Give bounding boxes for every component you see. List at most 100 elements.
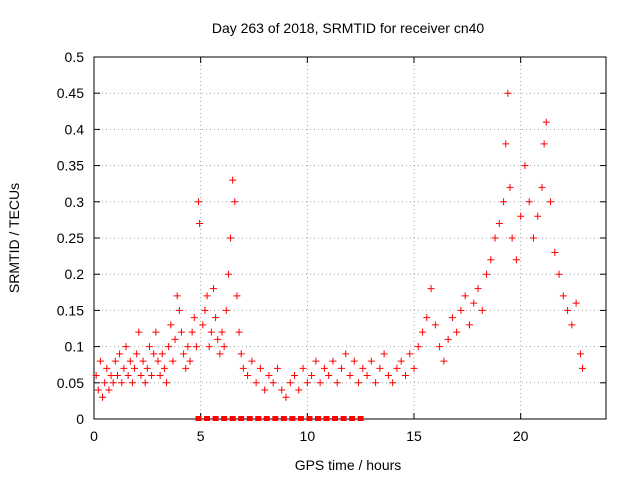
data-point (156, 372, 164, 380)
grid (94, 57, 606, 419)
data-point (461, 292, 469, 300)
data-point (150, 350, 158, 358)
data-point (440, 357, 448, 365)
x-tick-label: 20 (513, 428, 529, 444)
data-point (227, 234, 235, 242)
data-point (141, 379, 149, 387)
data-point (165, 343, 173, 351)
data-point (135, 328, 143, 336)
data-point (282, 393, 290, 401)
data-point (148, 372, 156, 380)
data-point (239, 364, 247, 372)
data-point (214, 335, 222, 343)
data-point (521, 162, 529, 170)
data-point (525, 198, 533, 206)
data-point (139, 357, 147, 365)
data-point (502, 140, 510, 148)
data-point (367, 357, 375, 365)
zero-point (229, 416, 236, 421)
data-point (538, 183, 546, 191)
data-point (118, 379, 126, 387)
data-point (158, 350, 166, 358)
data-point (333, 379, 341, 387)
zero-point (332, 416, 339, 421)
data-point (508, 234, 516, 242)
data-point (107, 372, 115, 380)
data-point (372, 379, 380, 387)
y-axis-label: SRMTID / TECUs (6, 183, 22, 293)
data-point (303, 379, 311, 387)
zero-point (221, 416, 228, 421)
zero-point (238, 416, 245, 421)
data-point (393, 364, 401, 372)
data-point (173, 292, 181, 300)
data-point (576, 350, 584, 358)
data-point (273, 364, 281, 372)
data-point (342, 350, 350, 358)
x-tick-label: 0 (90, 428, 98, 444)
data-point (320, 364, 328, 372)
data-point (145, 343, 153, 351)
data-point (278, 386, 286, 394)
data-point (120, 364, 128, 372)
data-point (474, 285, 482, 293)
data-point (224, 270, 232, 278)
data-points (92, 89, 587, 421)
data-point (113, 372, 121, 380)
data-point (389, 379, 397, 387)
data-point (419, 328, 427, 336)
zero-point (357, 416, 364, 421)
y-tick-label: 0 (76, 411, 84, 427)
data-point (308, 372, 316, 380)
data-point (195, 198, 203, 206)
zero-point (280, 416, 287, 421)
data-point (205, 343, 213, 351)
data-point (540, 140, 548, 148)
data-point (163, 379, 171, 387)
zero-point (255, 416, 262, 421)
data-point (337, 364, 345, 372)
data-point (470, 299, 478, 307)
data-point (495, 220, 503, 228)
data-point (92, 372, 100, 380)
data-point (414, 343, 422, 351)
data-point (192, 343, 200, 351)
data-point (244, 372, 252, 380)
data-point (453, 328, 461, 336)
data-point (359, 364, 367, 372)
data-point (237, 350, 245, 358)
data-point (184, 343, 192, 351)
data-point (478, 306, 486, 314)
zero-point (323, 416, 330, 421)
data-point (105, 386, 113, 394)
data-point (483, 270, 491, 278)
data-point (220, 343, 228, 351)
data-point (103, 364, 111, 372)
data-point (291, 372, 299, 380)
data-point (190, 314, 198, 322)
zero-point (272, 416, 279, 421)
data-point (500, 198, 508, 206)
zero-point (212, 416, 219, 421)
data-point (222, 306, 230, 314)
chart-title: Day 263 of 2018, SRMTID for receiver cn4… (212, 20, 485, 36)
data-point (529, 234, 537, 242)
data-point (384, 372, 392, 380)
data-point (177, 328, 185, 336)
data-point (199, 321, 207, 329)
data-point (427, 285, 435, 293)
data-point (186, 357, 194, 365)
x-tick-label: 10 (300, 428, 316, 444)
data-point (248, 357, 256, 365)
data-point (506, 183, 514, 191)
data-point (160, 364, 168, 372)
data-point (355, 379, 363, 387)
data-point (579, 364, 587, 372)
data-point (101, 379, 109, 387)
data-point (265, 372, 273, 380)
data-point (346, 372, 354, 380)
data-point (111, 357, 119, 365)
data-point (256, 364, 264, 372)
data-point (555, 270, 563, 278)
